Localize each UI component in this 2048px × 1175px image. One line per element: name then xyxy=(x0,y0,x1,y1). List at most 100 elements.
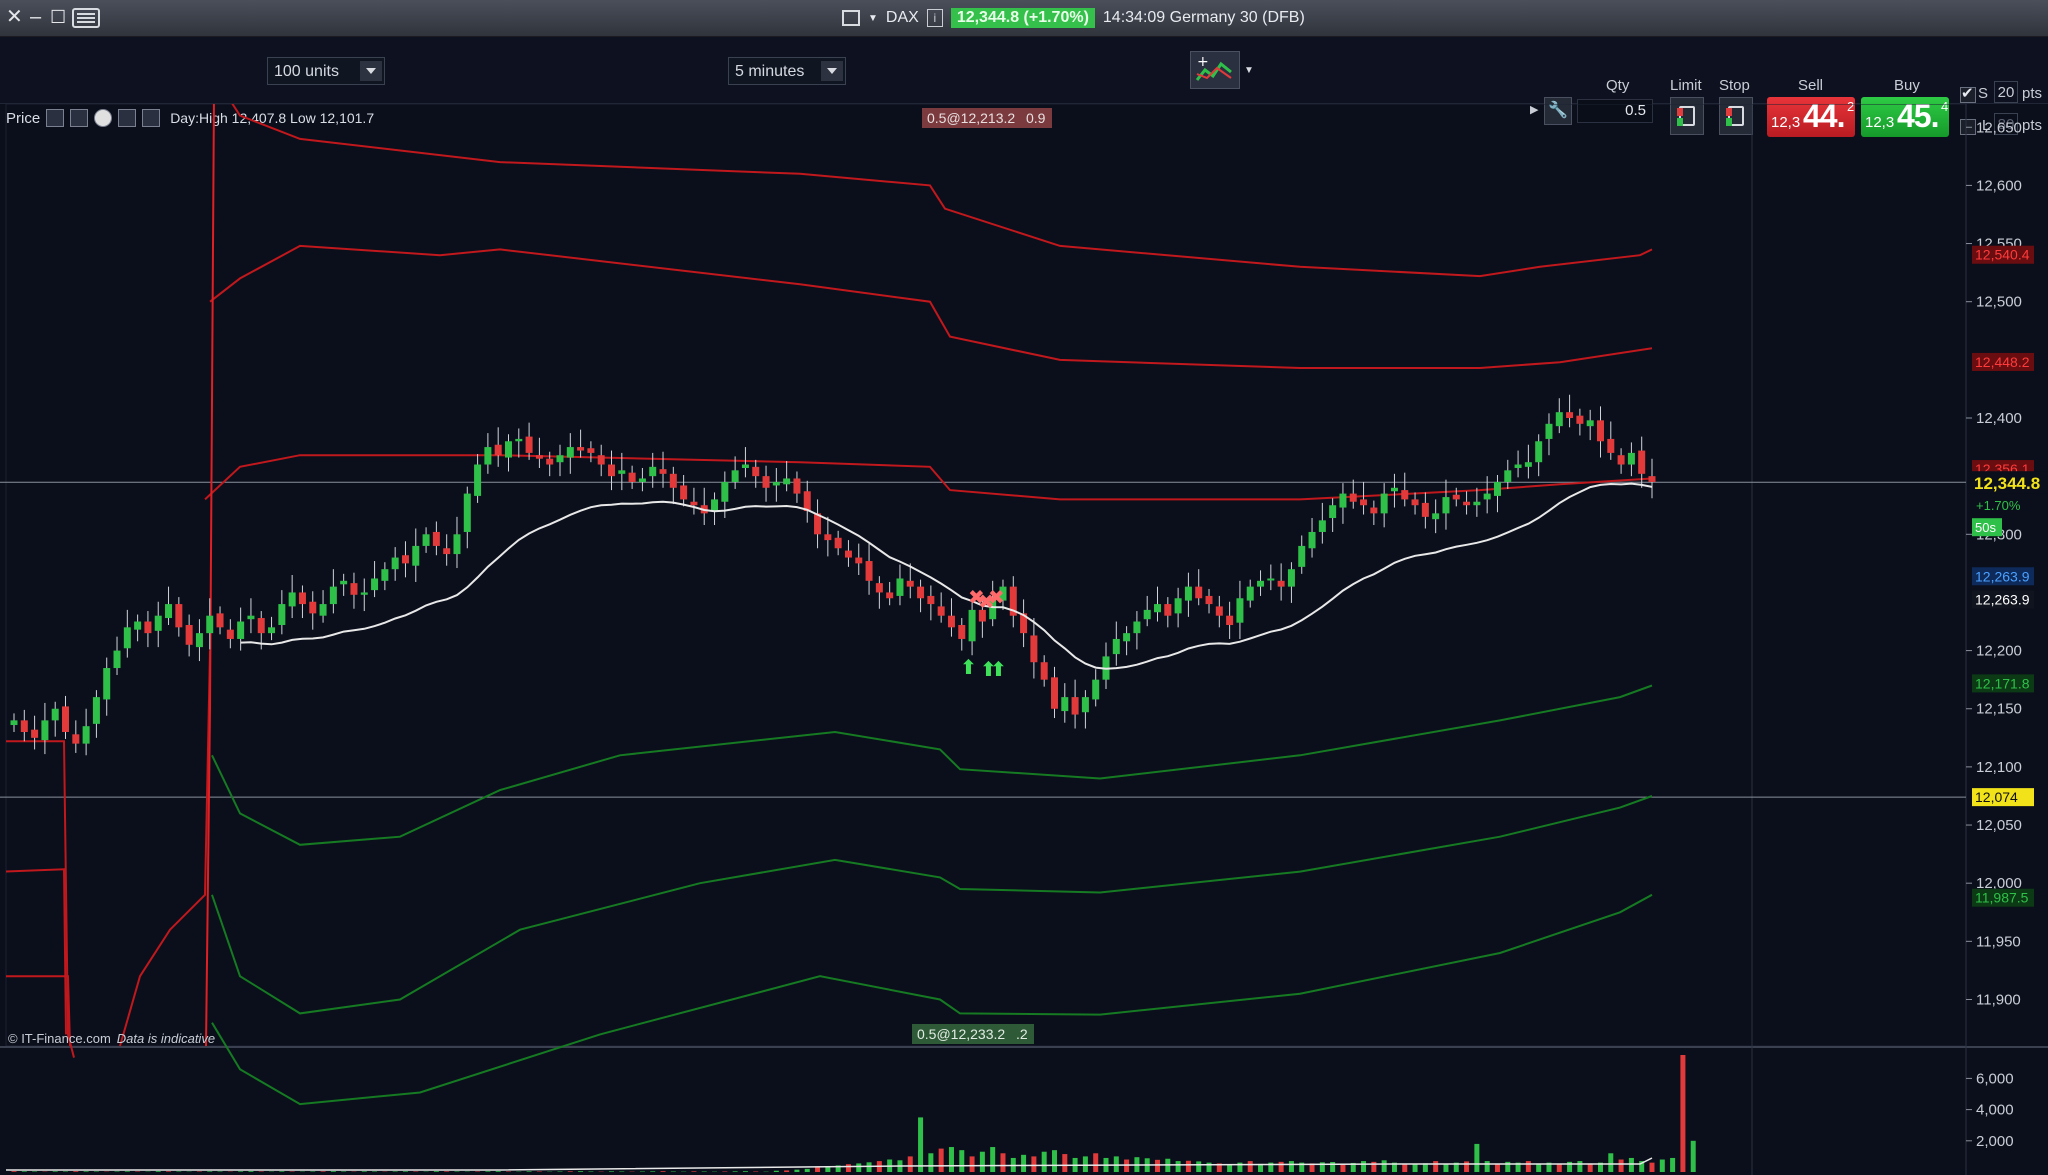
volume-bar xyxy=(1093,1153,1099,1172)
info-icon[interactable]: i xyxy=(926,9,943,27)
move-up-icon[interactable] xyxy=(142,109,161,127)
candle xyxy=(257,618,265,634)
volume-bar xyxy=(1216,1163,1222,1172)
candle xyxy=(309,601,317,614)
volume-bar xyxy=(650,1171,656,1172)
watermark-text: © IT-Finance.com xyxy=(8,1031,111,1046)
candle xyxy=(1421,502,1429,517)
wrench-button[interactable]: 🔧 xyxy=(1544,97,1572,125)
minimize-icon[interactable]: ‒ xyxy=(30,6,42,28)
volume-bar xyxy=(1567,1161,1573,1172)
volume-bar xyxy=(1587,1163,1593,1172)
candle xyxy=(1092,679,1100,700)
volume-bar xyxy=(804,1168,810,1172)
axis-price-label: 12,171.8 xyxy=(1975,675,2030,691)
volume-bar xyxy=(1536,1163,1542,1172)
volume-bar xyxy=(990,1147,996,1172)
candle xyxy=(1195,586,1203,599)
candle xyxy=(875,583,883,593)
candle xyxy=(484,447,492,465)
volume-bar xyxy=(1381,1160,1387,1172)
candle xyxy=(453,534,461,555)
volume-bar xyxy=(691,1171,697,1172)
maximize-icon[interactable]: ☐ xyxy=(50,7,67,27)
qty-label: Qty xyxy=(1606,77,1630,94)
candle xyxy=(1050,677,1058,709)
l-pts-input[interactable]: 80 xyxy=(1994,113,2018,135)
volume-bar xyxy=(938,1148,944,1172)
chevron-down-icon[interactable] xyxy=(821,61,843,81)
axis-price-label: 12,074 xyxy=(1975,789,2018,805)
volume-bar xyxy=(1031,1156,1037,1172)
indicators-button[interactable]: + xyxy=(1190,51,1240,89)
candle xyxy=(474,464,482,496)
volume-bar xyxy=(402,1171,408,1172)
keyboard-icon[interactable] xyxy=(72,8,100,28)
candle xyxy=(216,613,224,628)
volume-bar xyxy=(21,1171,27,1172)
chevron-down-icon[interactable] xyxy=(360,61,382,81)
candle xyxy=(1442,497,1450,514)
volume-bar xyxy=(1155,1159,1161,1172)
chevron-down-icon[interactable]: ▼ xyxy=(868,12,878,24)
close-icon[interactable] xyxy=(94,109,113,127)
interval-select[interactable]: 5 minutes xyxy=(728,57,846,85)
candle xyxy=(546,458,554,465)
volume-bar xyxy=(1608,1153,1614,1172)
candle xyxy=(237,621,245,639)
volume-bar xyxy=(1597,1162,1603,1172)
volume-bar xyxy=(361,1171,367,1172)
volume-bar xyxy=(11,1171,17,1172)
candle xyxy=(1236,598,1244,623)
limit-order-button[interactable] xyxy=(1670,97,1704,135)
candle xyxy=(566,447,574,458)
volume-bar xyxy=(784,1170,790,1172)
change-label: +1.70% xyxy=(1976,498,2021,513)
sell-marker-icon: ✖ xyxy=(988,585,1005,609)
wrench-icon[interactable] xyxy=(46,109,65,127)
l-label: L xyxy=(1982,117,1991,134)
s-pts-input[interactable]: 20 xyxy=(1994,81,2018,103)
units-select[interactable]: 100 units xyxy=(267,57,385,85)
window-icon[interactable] xyxy=(70,109,89,127)
candle xyxy=(1277,580,1285,587)
y-tick-label: 12,100 xyxy=(1976,759,2022,776)
volume-bar xyxy=(815,1167,821,1172)
indicators-dropdown-icon[interactable]: ▼ xyxy=(1244,65,1254,76)
stop-label: Stop xyxy=(1719,77,1750,94)
volume-bar xyxy=(1021,1154,1027,1172)
volume-bar xyxy=(1639,1161,1645,1172)
qty-input[interactable]: 0.5 xyxy=(1577,99,1653,123)
candle xyxy=(1504,470,1512,482)
volume-bar xyxy=(1051,1150,1057,1172)
close-icon[interactable]: ✕ xyxy=(6,6,23,28)
stop-checkbox[interactable]: ✔ xyxy=(1960,85,1976,103)
y-tick-label: 11,950 xyxy=(1976,933,2021,950)
candle xyxy=(1596,420,1604,442)
candle xyxy=(855,557,863,564)
volume-bar xyxy=(1309,1163,1315,1172)
candle xyxy=(1339,493,1347,508)
volume-bar xyxy=(1515,1162,1521,1172)
candle xyxy=(20,720,28,732)
volume-bar xyxy=(124,1171,130,1172)
candle xyxy=(226,629,234,639)
move-down-icon[interactable] xyxy=(118,109,137,127)
sell-price-sup: 2 xyxy=(1847,99,1855,114)
volume-bar xyxy=(1525,1161,1531,1172)
volume-bar xyxy=(1330,1162,1336,1172)
volume-bar xyxy=(845,1164,851,1172)
candle xyxy=(1071,697,1079,715)
stop-order-button[interactable] xyxy=(1719,97,1753,135)
candle xyxy=(947,615,955,628)
candle xyxy=(1164,604,1172,616)
collapse-arrow-icon[interactable]: ▶ xyxy=(1530,104,1539,116)
candle xyxy=(1267,578,1275,581)
volume-bar xyxy=(1113,1156,1119,1172)
candle xyxy=(1226,615,1234,626)
candle xyxy=(762,476,770,488)
price-chart[interactable]: ✖✖✖⬆ ⬆⬆ 12,65012,60012,55012,50012,40012,… xyxy=(0,104,2048,1175)
top-order-tag-extra: 0.9 xyxy=(1026,110,1046,126)
candle xyxy=(824,534,832,541)
instrument-type-icon[interactable] xyxy=(842,10,860,26)
